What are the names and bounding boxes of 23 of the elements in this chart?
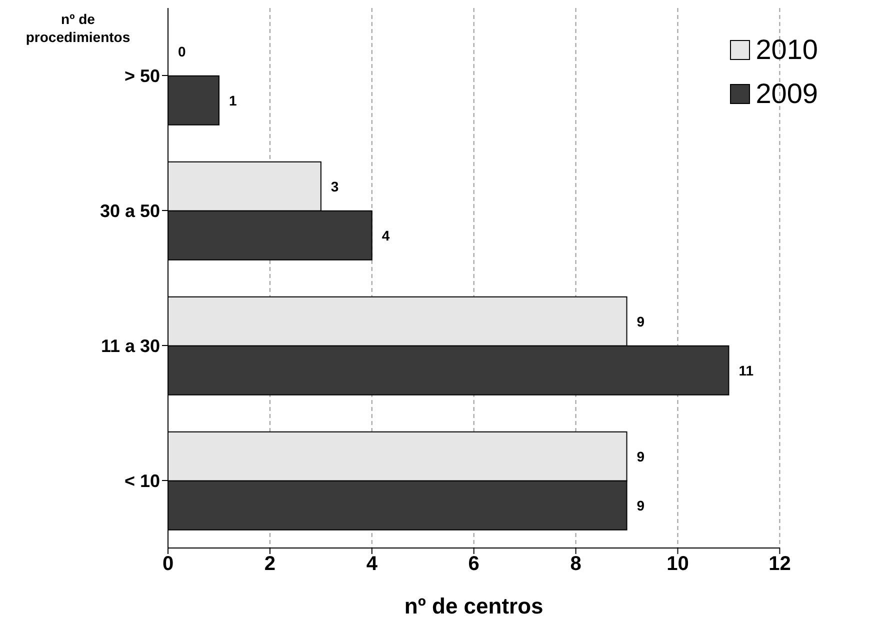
data-label: 9 — [636, 497, 645, 514]
y-tick-label: > 50 — [124, 66, 160, 86]
data-label: 11 — [738, 362, 754, 378]
x-tick-label: 12 — [768, 553, 791, 576]
data-label: 0 — [178, 43, 186, 60]
y-tick-label: 11 a 30 — [100, 336, 160, 356]
y-tick-label: 30 a 50 — [100, 200, 160, 221]
x-tick-label: 6 — [468, 553, 480, 576]
x-tick-label: 2 — [264, 553, 276, 576]
x-tick-label: 4 — [366, 553, 378, 576]
data-label: 9 — [636, 313, 645, 330]
legend-label: 2010 — [756, 33, 818, 67]
data-label: 3 — [330, 178, 339, 194]
y-axis-title: nº de procedimientos — [24, 10, 132, 46]
x-tick-label: 8 — [570, 553, 582, 576]
x-axis-title: nº de centros — [404, 594, 544, 619]
legend-label: 2009 — [756, 77, 818, 111]
data-label: 4 — [382, 227, 390, 244]
y-tick-label: < 10 — [124, 470, 160, 491]
data-label: 9 — [636, 448, 645, 464]
x-tick-label: 10 — [666, 553, 689, 576]
x-tick-label: 0 — [162, 553, 174, 576]
data-label: 1 — [228, 92, 237, 108]
